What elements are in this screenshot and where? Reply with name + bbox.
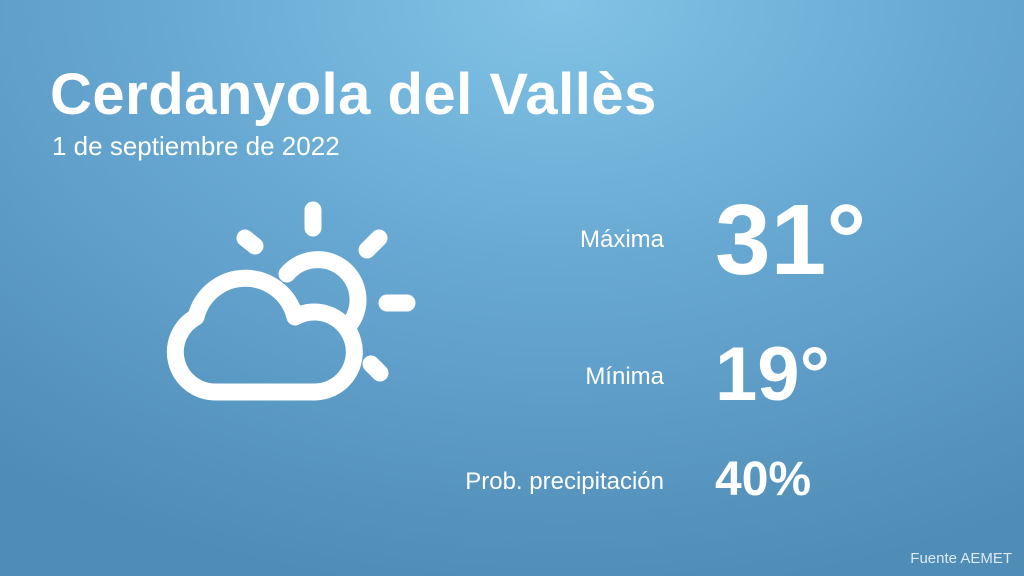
min-temp-value: 19° [715,332,830,417]
data-source: Fuente AEMET [910,550,1012,567]
precip-label: Prob. precipitación [465,468,664,495]
max-temp-value: 31° [715,184,867,296]
max-temp-label: Máxima [579,226,664,253]
forecast-date: 1 de septiembre de 2022 [52,131,340,161]
precip-value: 40% [715,453,812,506]
location-title: Cerdanyola del Vallès [50,62,657,127]
min-temp-label: Mínima [585,363,664,390]
